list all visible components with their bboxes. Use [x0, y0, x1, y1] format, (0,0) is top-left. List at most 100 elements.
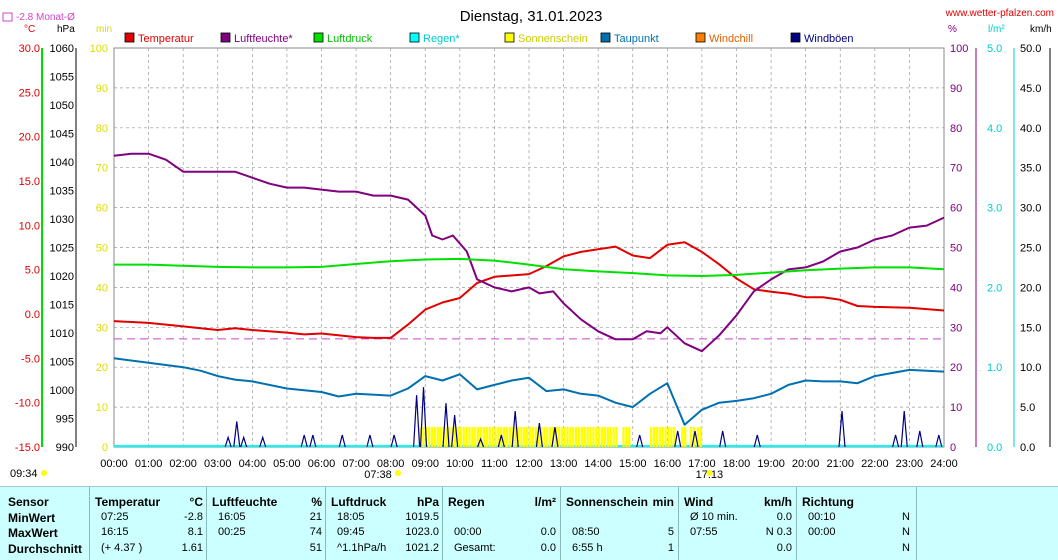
sun-marker: [394, 470, 401, 476]
gust-spikes: [224, 387, 943, 448]
site-link[interactable]: www.wetter-pfalzen.com: [945, 8, 1054, 19]
sunshine-bar: [448, 427, 451, 447]
rain-tick-label: 1.0: [987, 362, 1002, 374]
gust-spike: [551, 426, 559, 448]
sunshine-bar: [689, 427, 693, 447]
wind-tick-label: 40.0: [1020, 123, 1041, 135]
sunshine-bar: [670, 427, 673, 447]
sunshine-bar: [422, 427, 425, 447]
gust-spike: [240, 435, 248, 448]
sunshine-bar: [494, 427, 497, 447]
x-annotation: 09:34: [10, 468, 38, 480]
sunshine-bar: [673, 427, 676, 447]
table-cell: MinWert: [8, 511, 56, 525]
table-header: Luftfeuchte: [212, 495, 278, 509]
weather-chart: °C 30.0 25.0 20.0 15.0 10.0 5.0 0.0 -5.0 -10.0 -15…: [2, 8, 1054, 481]
sunshine-bar: [592, 427, 595, 447]
table-header-unit: °C: [189, 495, 203, 509]
table-separator: [325, 487, 326, 560]
table-cell-value: 0.0: [540, 526, 556, 538]
sunshine-bars: [419, 427, 702, 447]
temperature-tick-label: -10.0: [15, 398, 40, 410]
legend-label-dewpoint: Taupunkt: [614, 33, 659, 45]
gust-spike: [477, 437, 485, 448]
table-header: Richtung: [802, 495, 854, 509]
humidity-tick-label: 0: [950, 442, 956, 454]
sunshine-bar: [430, 427, 434, 447]
sunshine-bar: [664, 427, 667, 447]
table-cell: 00:10: [808, 511, 836, 523]
table-cell: 00:00: [808, 526, 836, 538]
monthly-avg-marker: -2.8 Monat-Ø: [2, 12, 75, 23]
gust-spike: [442, 403, 450, 448]
sunshine-bar: [650, 427, 653, 447]
table-cell-value: N: [902, 511, 910, 523]
table-cell: 00:00: [454, 526, 482, 538]
sunshine-bar: [479, 427, 483, 447]
legend-swatch-dewpoint: [600, 32, 611, 43]
table-cell-value: -2.8: [184, 511, 203, 523]
humidity-tick-label: 20: [950, 362, 962, 374]
pressure-tick-label: 1045: [50, 129, 74, 141]
humidity-tick-label: 80: [950, 123, 962, 135]
x-annotation: 07:38: [364, 469, 392, 481]
pressure-tick-label: 1030: [50, 214, 74, 226]
wind-tick-label: 20.0: [1020, 282, 1041, 294]
humidity-tick-label: 90: [950, 83, 962, 95]
table-cell: 08:50: [572, 526, 600, 538]
wind-tick-label: 5.0: [1020, 402, 1035, 414]
x-tick-label: 18:00: [723, 458, 751, 470]
sunshine-bar: [606, 427, 609, 447]
wind-tick-label: 0.0: [1020, 442, 1035, 454]
sunshine-bar: [537, 427, 540, 447]
sunshine-bar: [436, 427, 439, 447]
sunshine-bar: [577, 427, 581, 447]
statistics-table: Sensor MinWert MaxWert Durchschnitt Temperat…: [0, 486, 1058, 560]
table-cell: Ø 10 min.: [690, 511, 738, 523]
sunshine-bar: [491, 427, 494, 447]
table-cell: 09:45: [337, 526, 365, 538]
sunshine_min-unit: min: [96, 24, 112, 35]
temperature-tick-label: 20.0: [19, 132, 40, 144]
temperature-tick-label: 30.0: [19, 43, 40, 55]
gust-spike: [366, 434, 374, 448]
pressure-tick-label: 1020: [50, 271, 74, 283]
x-tick-label: 03:00: [204, 458, 232, 470]
sunshine-bar: [612, 427, 615, 447]
chart-grid: [113, 47, 945, 448]
temperature-tick-label: 15.0: [19, 176, 40, 188]
sunshine-bar: [655, 427, 659, 447]
sunshine-bar: [462, 427, 465, 447]
table-cell-value: N 0.3: [765, 526, 792, 538]
sunshine_min-tick-label: 0: [102, 442, 108, 454]
table-cell-value: 0.0: [776, 511, 792, 523]
legend-swatch-temperature: [124, 32, 135, 43]
sunshine_min-tick-label: 50: [96, 243, 108, 255]
pressure-tick-label: 1005: [50, 357, 74, 369]
rain-tick-label: 3.0: [987, 203, 1002, 215]
pressure-tick-label: 1050: [50, 100, 74, 112]
legend-swatch-pressure: [313, 32, 324, 43]
sunshine_min-tick-label: 80: [96, 123, 108, 135]
gust-spike: [497, 434, 505, 448]
table-header-unit: min: [652, 495, 674, 509]
table-header: Temperatur: [95, 495, 161, 509]
sunshine-bar: [468, 427, 471, 447]
sunshine-bar: [560, 427, 563, 447]
gust-spike: [419, 387, 428, 448]
sunshine-bar: [600, 427, 604, 447]
sunshine_min-tick-label: 10: [96, 402, 108, 414]
sunshine-bar: [505, 427, 509, 447]
table-cell: 6:55 h: [572, 542, 603, 554]
pressure-tick-label: 1010: [50, 328, 74, 340]
wind-tick-label: 10.0: [1020, 362, 1041, 374]
sunshine-bar: [699, 427, 702, 447]
rain-tick-label: 4.0: [987, 123, 1002, 135]
wind-tick-label: 15.0: [1020, 322, 1041, 334]
monthly-avg-label: -2.8 Monat-Ø: [16, 12, 75, 23]
sun-marker: [41, 470, 47, 476]
sunshine-bar: [508, 427, 511, 447]
sunshine-bar: [563, 427, 566, 447]
x-tick-label: 09:00: [411, 458, 439, 470]
humidity-tick-label: 40: [950, 282, 962, 294]
